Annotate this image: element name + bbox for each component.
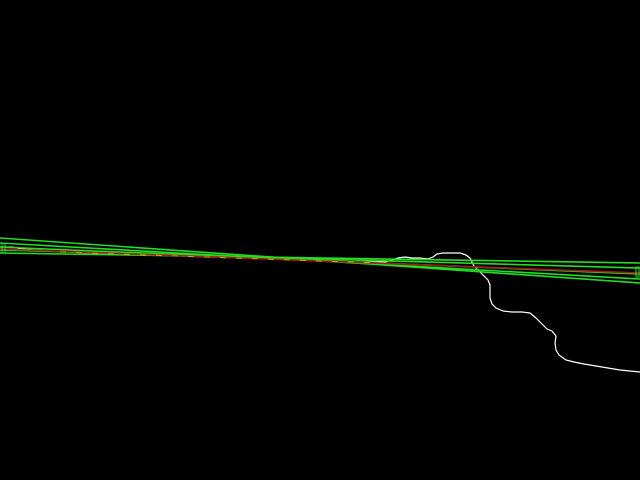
yellow-line xyxy=(59,251,381,264)
right-marker xyxy=(635,266,640,278)
left-marker xyxy=(1,242,6,254)
green-line-5 xyxy=(0,252,640,264)
